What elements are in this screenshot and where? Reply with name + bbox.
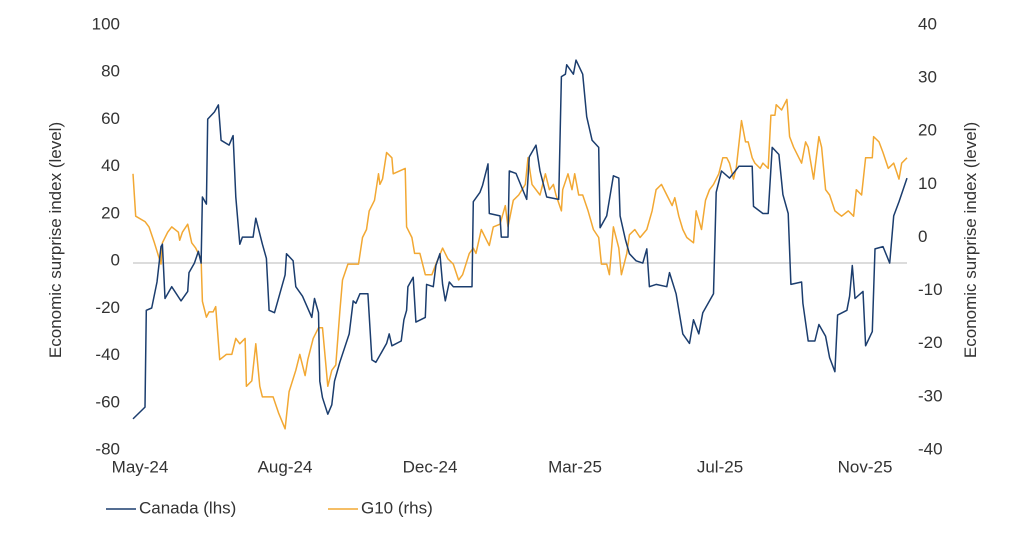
left-tick-label: -40 xyxy=(95,345,120,364)
x-tick-label: Jul-25 xyxy=(697,457,743,476)
legend-label-canada: Canada (lhs) xyxy=(139,498,236,517)
right-tick-label: 0 xyxy=(918,227,927,246)
right-tick-label: -20 xyxy=(918,333,943,352)
series-line-canada xyxy=(132,59,908,420)
x-axis-ticks: May-24 Aug-24 Dec-24 Mar-25 Jul-25 Nov-25 xyxy=(112,457,893,476)
left-tick-label: 40 xyxy=(101,156,120,175)
right-tick-label: -40 xyxy=(918,439,943,458)
x-tick-label: Mar-25 xyxy=(548,457,602,476)
x-tick-label: Aug-24 xyxy=(258,457,313,476)
legend: Canada (lhs) G10 (rhs) xyxy=(106,498,433,517)
legend-label-g10: G10 (rhs) xyxy=(361,498,433,517)
right-axis-ticks: 40 30 20 10 0 -10 -20 -30 -40 xyxy=(918,14,943,458)
left-tick-label: 80 xyxy=(101,62,120,81)
series-line-g10 xyxy=(132,98,908,430)
left-tick-label: 60 xyxy=(101,109,120,128)
right-axis-title: Economic surprise index (level) xyxy=(961,122,980,358)
left-tick-label: -80 xyxy=(95,439,120,458)
right-tick-label: 20 xyxy=(918,121,937,140)
x-tick-label: Nov-25 xyxy=(838,457,893,476)
right-tick-label: 40 xyxy=(918,14,937,33)
left-tick-label: 20 xyxy=(101,203,120,222)
x-tick-label: Dec-24 xyxy=(403,457,458,476)
x-tick-label: May-24 xyxy=(112,457,169,476)
right-tick-label: 10 xyxy=(918,174,937,193)
legend-item-canada: Canada (lhs) xyxy=(106,498,236,517)
left-tick-label: -60 xyxy=(95,392,120,411)
left-tick-label: 0 xyxy=(111,251,120,270)
right-tick-label: 30 xyxy=(918,68,937,87)
right-tick-label: -30 xyxy=(918,386,943,405)
series-group xyxy=(132,59,908,430)
legend-item-g10: G10 (rhs) xyxy=(328,498,433,517)
left-axis-ticks: 100 80 60 40 20 0 -20 -40 -60 -80 xyxy=(92,14,120,458)
left-axis-title: Economic surprise index (level) xyxy=(46,122,65,358)
right-tick-label: -10 xyxy=(918,280,943,299)
left-tick-label: -20 xyxy=(95,298,120,317)
left-tick-label: 100 xyxy=(92,14,120,33)
